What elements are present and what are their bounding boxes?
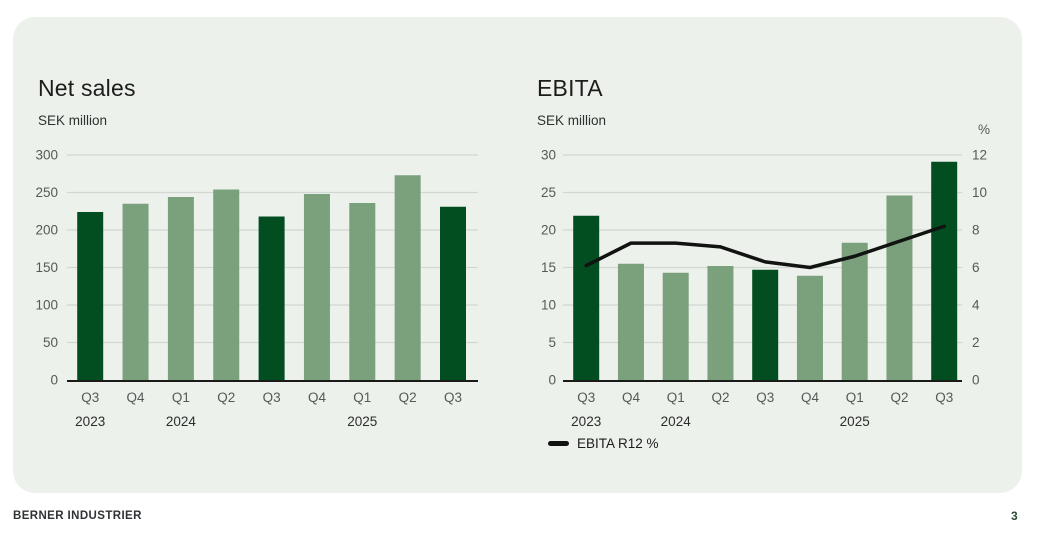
page-number: 3	[1011, 509, 1018, 523]
ebita-legend-label: EBITA R12 %	[577, 436, 659, 451]
ebita-r12-line-swatch-icon	[548, 441, 569, 446]
ebita-chart-title: EBITA	[537, 75, 603, 101]
ebita-legend: EBITA R12 %	[548, 436, 659, 451]
net-sales-chart-title: Net sales	[38, 75, 136, 101]
ebita-unit-label: SEK million	[537, 113, 607, 128]
net-sales-unit-label: SEK million	[38, 113, 108, 128]
footer-brand: BERNER INDUSTRIER	[13, 510, 142, 522]
chart-panel-background	[13, 17, 1022, 493]
